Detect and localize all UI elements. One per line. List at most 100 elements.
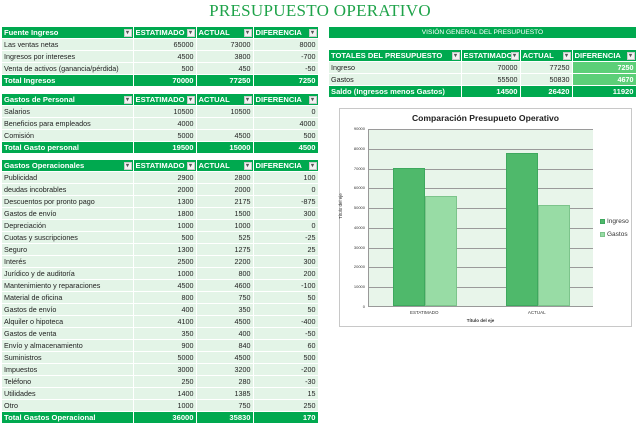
difference-value[interactable]: 25	[253, 243, 319, 256]
total-actual[interactable]: 26420	[520, 85, 573, 98]
estimated-value[interactable]: 2500	[133, 255, 197, 268]
bar-gastos-actual[interactable]	[537, 205, 570, 306]
row-label[interactable]: Jurídico y de auditoría	[2, 267, 134, 280]
estimated-value[interactable]: 65000	[133, 38, 197, 51]
estimated-value[interactable]: 2000	[133, 183, 197, 196]
row-label[interactable]: Comisión	[2, 129, 134, 142]
filter-dropdown-icon[interactable]: ▾	[186, 95, 195, 104]
estimated-value[interactable]: 1000	[133, 399, 197, 412]
total-actual[interactable]: 77250	[196, 74, 254, 87]
actual-value[interactable]	[196, 117, 254, 130]
row-label[interactable]: Interés	[2, 255, 134, 268]
legend-item[interactable]: Ingreso	[600, 215, 629, 228]
estimated-value[interactable]: 1800	[133, 207, 197, 220]
actual-value[interactable]: 400	[196, 327, 254, 340]
estimated-value[interactable]: 1400	[133, 387, 197, 400]
filter-dropdown-icon[interactable]: ▾	[562, 51, 571, 60]
row-label[interactable]: Descuentos por pronto pago	[2, 195, 134, 208]
total-label[interactable]: Saldo (Ingresos menos Gastos)	[329, 85, 462, 98]
bar-gastos-estatimado[interactable]	[425, 196, 458, 306]
estimated-value[interactable]: 1000	[133, 267, 197, 280]
estimated-value[interactable]: 5000	[133, 351, 197, 364]
total-label[interactable]: Total Gasto personal	[2, 141, 134, 154]
actual-value[interactable]: 350	[196, 303, 254, 316]
estimated-value[interactable]: 4500	[133, 50, 197, 63]
estimated-value[interactable]: 900	[133, 339, 197, 352]
difference-value[interactable]: -200	[253, 363, 319, 376]
row-label[interactable]: Gastos de envío	[2, 303, 134, 316]
estimated-value[interactable]: 4000	[133, 117, 197, 130]
total-difference[interactable]: 11920	[572, 85, 637, 98]
total-difference[interactable]: 7250	[253, 74, 319, 87]
legend-item[interactable]: Gastos	[600, 228, 629, 241]
row-label[interactable]: Alquiler o hipoteca	[2, 315, 134, 328]
difference-value[interactable]: 200	[253, 267, 319, 280]
row-label[interactable]: deudas incobrables	[2, 183, 134, 196]
filter-dropdown-icon[interactable]: ▾	[123, 95, 132, 104]
budget-comparison-chart[interactable]: Comparación Presupueto Operativo Título …	[338, 108, 632, 327]
difference-value[interactable]: -875	[253, 195, 319, 208]
total-label[interactable]: Total Gastos Operacional	[2, 411, 134, 424]
difference-value[interactable]: 500	[253, 129, 319, 142]
actual-value[interactable]: 750	[196, 399, 254, 412]
actual-value[interactable]: 280	[196, 375, 254, 388]
difference-value[interactable]: 50	[253, 291, 319, 304]
row-label[interactable]: Envío y almacenamiento	[2, 339, 134, 352]
total-difference[interactable]: 4500	[253, 141, 319, 154]
total-estimated[interactable]: 36000	[133, 411, 197, 424]
actual-value[interactable]: 1000	[196, 219, 254, 232]
row-label[interactable]: Mantenimiento y reparaciones	[2, 279, 134, 292]
row-label[interactable]: Gastos de envío	[2, 207, 134, 220]
filter-dropdown-icon[interactable]: ▾	[451, 51, 460, 60]
difference-value[interactable]: 0	[253, 219, 319, 232]
estimated-value[interactable]: 1300	[133, 243, 197, 256]
difference-value[interactable]: 15	[253, 387, 319, 400]
filter-dropdown-icon[interactable]: ▾	[186, 161, 195, 170]
row-label[interactable]: Las ventas netas	[2, 38, 134, 51]
difference-value[interactable]: 8000	[253, 38, 319, 51]
filter-dropdown-icon[interactable]: ▾	[123, 161, 132, 170]
estimated-value[interactable]: 800	[133, 291, 197, 304]
difference-value[interactable]: 300	[253, 207, 319, 220]
difference-value[interactable]: 50	[253, 303, 319, 316]
estimated-value[interactable]: 1300	[133, 195, 197, 208]
total-estimated[interactable]: 19500	[133, 141, 197, 154]
estimated-value[interactable]: 1000	[133, 219, 197, 232]
estimated-value[interactable]: 3000	[133, 363, 197, 376]
actual-value[interactable]: 450	[196, 62, 254, 75]
difference-value[interactable]: -400	[253, 315, 319, 328]
actual-value[interactable]: 4600	[196, 279, 254, 292]
bar-ingreso-actual[interactable]	[505, 153, 538, 306]
difference-value[interactable]: 300	[253, 255, 319, 268]
actual-value[interactable]: 840	[196, 339, 254, 352]
actual-value[interactable]: 1500	[196, 207, 254, 220]
total-actual[interactable]: 35830	[196, 411, 254, 424]
actual-value[interactable]: 1385	[196, 387, 254, 400]
estimated-value[interactable]: 400	[133, 303, 197, 316]
total-difference[interactable]: 170	[253, 411, 319, 424]
filter-dropdown-icon[interactable]: ▾	[243, 95, 252, 104]
row-label[interactable]: Otro	[2, 399, 134, 412]
actual-value[interactable]: 525	[196, 231, 254, 244]
difference-value[interactable]: -50	[253, 62, 319, 75]
difference-value[interactable]: -30	[253, 375, 319, 388]
row-label[interactable]: Teléfono	[2, 375, 134, 388]
actual-value[interactable]: 800	[196, 267, 254, 280]
filter-dropdown-icon[interactable]: ▾	[186, 28, 195, 37]
actual-value[interactable]: 2800	[196, 171, 254, 184]
total-label[interactable]: Total Ingresos	[2, 74, 134, 87]
row-label[interactable]: Material de oficina	[2, 291, 134, 304]
filter-dropdown-icon[interactable]: ▾	[243, 28, 252, 37]
row-label[interactable]: Salarios	[2, 105, 134, 118]
difference-value[interactable]: -25	[253, 231, 319, 244]
estimated-value[interactable]: 4100	[133, 315, 197, 328]
total-actual[interactable]: 15000	[196, 141, 254, 154]
row-label[interactable]: Ingreso	[329, 61, 462, 74]
difference-value[interactable]: 0	[253, 183, 319, 196]
total-estimated[interactable]: 70000	[133, 74, 197, 87]
difference-value[interactable]: 0	[253, 105, 319, 118]
difference-value[interactable]: 100	[253, 171, 319, 184]
actual-value[interactable]: 2175	[196, 195, 254, 208]
actual-value[interactable]: 4500	[196, 129, 254, 142]
difference-value[interactable]: 7250	[572, 61, 637, 74]
